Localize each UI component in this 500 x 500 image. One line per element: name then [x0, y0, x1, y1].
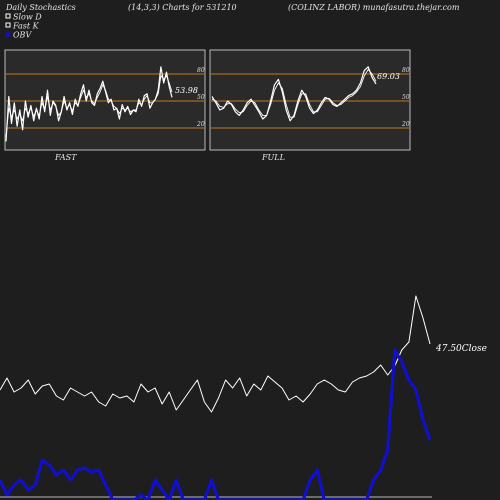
legend-swatch-slow-d: [5, 13, 11, 19]
legend-swatch-fast-k: [5, 22, 11, 28]
legend-label-obv: OBV: [13, 31, 32, 40]
fast-ytick-50: 50: [197, 94, 205, 101]
legend-label-fast-k: Fast K: [12, 22, 40, 31]
fast-series-fast-k: [5, 66, 173, 142]
full-last-value: 69.03: [377, 72, 400, 81]
header-right: (COLINZ LABOR) munafasutra.thejar.com: [288, 3, 460, 12]
full-panel-frame: [209, 49, 411, 151]
legend-label-slow-d: Slow D: [13, 13, 42, 22]
fast-last-value: 53.98: [175, 86, 198, 95]
price-obv-panel: 47.50Close: [0, 295, 487, 500]
close-value-label: 47.50Close: [435, 344, 487, 354]
full-ytick-50: 50: [402, 94, 410, 101]
fast-panel-frame: [4, 49, 206, 151]
close-suffix: Close: [462, 344, 487, 354]
full-series-slow-d: [211, 69, 377, 118]
legend-swatch-obv: [5, 32, 11, 37]
price-series-obv: [0, 348, 432, 500]
header-center: (14,3,3) Charts for 531210: [128, 3, 237, 12]
full-ytick-80: 80: [402, 67, 410, 74]
price-series-close: [0, 295, 431, 413]
fast-panel-title: FAST: [54, 153, 77, 162]
full-panel-title: FULL: [261, 153, 285, 162]
header-left: Daily Stochastics: [5, 3, 76, 12]
legend: Slow D Fast K OBV: [5, 13, 42, 40]
full-ytick-20: 20: [401, 121, 410, 128]
close-value: 47.50: [435, 344, 462, 354]
fast-ytick-80: 80: [197, 67, 205, 74]
fast-ytick-20: 20: [196, 121, 205, 128]
fast-stochastic-panel: 20 50 80 53.98 FAST: [4, 49, 206, 162]
full-stochastic-panel: 20 50 80 69.03 FULL: [209, 49, 411, 162]
full-series-fast-k: [211, 66, 377, 122]
fast-series-slow-d: [5, 75, 173, 138]
